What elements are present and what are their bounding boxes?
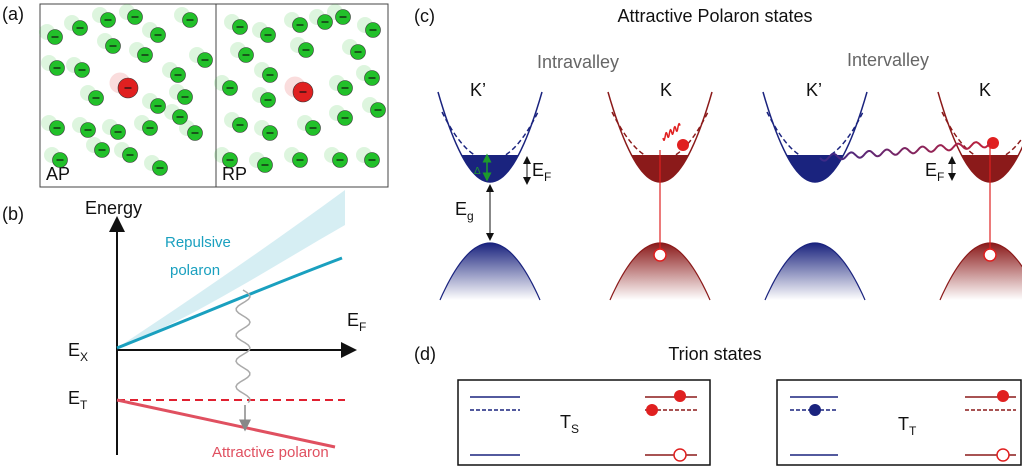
intravalley-label: Intravalley — [537, 52, 619, 72]
panel-title: Attractive Polaron states — [617, 6, 812, 26]
electron — [997, 390, 1009, 402]
electron — [646, 404, 658, 416]
fermi-sea — [462, 155, 519, 182]
ts-label: TS — [560, 412, 579, 436]
electron — [674, 390, 686, 402]
trion-box — [458, 380, 710, 465]
rp-label: RP — [222, 164, 247, 184]
repulsive-label: Repulsive — [165, 234, 231, 251]
split-band — [942, 112, 1022, 160]
electron — [677, 139, 689, 151]
electron — [809, 404, 821, 416]
valley-label: K — [660, 80, 672, 100]
panel-a: (a) AP RP — [2, 4, 388, 187]
hole — [997, 449, 1009, 461]
valley-label: K’ — [470, 80, 486, 100]
panel-d: (d) Trion states TS TT — [414, 344, 1021, 465]
x-axis-label: EF — [347, 310, 366, 334]
valley-label: K — [979, 80, 991, 100]
delta-label: Δ — [474, 166, 481, 177]
valley-label: K’ — [806, 80, 822, 100]
panel-b: (b) Energy EF EX ET Repulsive polaron At… — [2, 190, 366, 461]
y-axis-label: Energy — [85, 198, 142, 218]
split-band — [442, 112, 538, 160]
panel-c: (c) Attractive Polaron states Intravalle… — [414, 6, 1022, 300]
panel-label: (a) — [2, 4, 24, 24]
figure: (a) AP RP (b) Energy EF EX ET Repulsive … — [0, 0, 1022, 470]
hole — [674, 449, 686, 461]
fermi-sea — [787, 155, 844, 182]
attractive-curve — [117, 400, 335, 447]
hole — [654, 249, 666, 261]
ef-label: EF — [925, 160, 944, 184]
hole — [984, 249, 996, 261]
exchange-wave — [663, 124, 680, 141]
repulsive-label: polaron — [170, 262, 220, 279]
panel-label: (b) — [2, 204, 24, 224]
panel-label: (d) — [414, 344, 436, 364]
intervalley-label: Intervalley — [847, 50, 929, 70]
eg-label: Eg — [455, 199, 474, 223]
et-label: ET — [68, 388, 88, 412]
transfer-wave — [236, 290, 250, 403]
ex-label: EX — [68, 340, 88, 364]
panel-label: (c) — [414, 6, 435, 26]
attractive-label: Attractive polaron — [212, 444, 329, 461]
tt-label: TT — [898, 414, 917, 438]
repulsive-curve — [117, 258, 342, 348]
panel-title: Trion states — [668, 344, 761, 364]
ef-label: EF — [532, 160, 551, 184]
